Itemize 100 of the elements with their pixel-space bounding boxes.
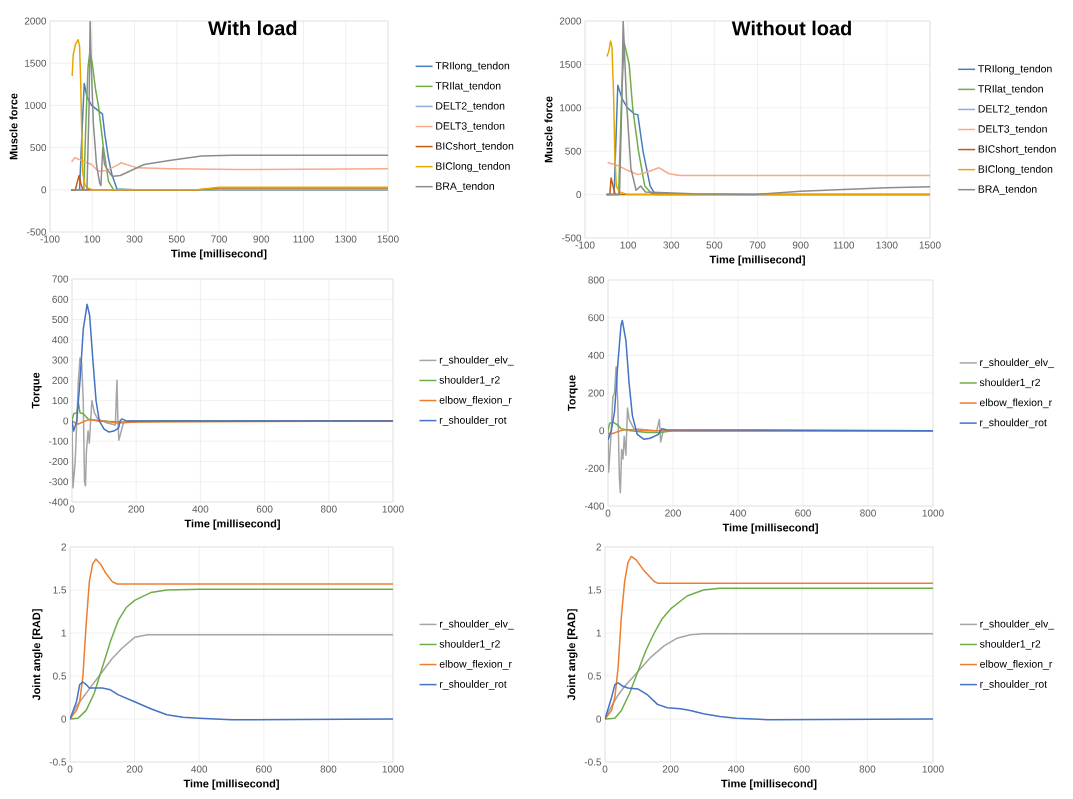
x-tick-label: 600 bbox=[256, 505, 273, 513]
y-tick-label: 1500 bbox=[25, 59, 47, 67]
legend-label: r_shoulder_elv_ bbox=[439, 619, 514, 630]
x-axis-title: Time [millisecond] bbox=[183, 779, 279, 790]
y-tick-label: 400 bbox=[588, 351, 605, 359]
y-tick-label: 1.5 bbox=[53, 586, 67, 594]
x-tick-label: 500 bbox=[168, 235, 185, 243]
x-tick-label: 400 bbox=[191, 765, 208, 773]
legend-label: TRIlong_tendon bbox=[435, 61, 510, 72]
x-tick-label: 400 bbox=[729, 509, 746, 517]
x-tick-label: 900 bbox=[792, 241, 809, 249]
x-tick-label: 1100 bbox=[833, 241, 855, 249]
x-tick-label: 500 bbox=[706, 241, 723, 249]
x-tick-label: 800 bbox=[860, 509, 876, 517]
x-tick-label: 1000 bbox=[382, 505, 404, 513]
y-tick-label: 500 bbox=[52, 316, 69, 324]
y-tick-label: -200 bbox=[584, 464, 605, 472]
y-tick-label: 600 bbox=[588, 314, 605, 322]
chart-title: With load bbox=[208, 20, 297, 36]
y-tick-label: 500 bbox=[565, 147, 582, 155]
legend-label: TRIlat_tendon bbox=[978, 84, 1043, 95]
y-tick-label: 1000 bbox=[25, 101, 47, 109]
legend-label: BICshort_tendon bbox=[978, 145, 1056, 155]
x-tick-label: 100 bbox=[84, 235, 101, 243]
legend-label: BRA_tendon bbox=[978, 185, 1037, 195]
x-tick-label: 400 bbox=[192, 505, 209, 513]
x-tick-label: -100 bbox=[40, 235, 60, 243]
x-axis-title: Time [millisecond] bbox=[721, 779, 817, 790]
x-tick-label: 1000 bbox=[922, 509, 944, 517]
legend-label: r_shoulder_rot bbox=[439, 416, 507, 426]
y-tick-label: -0.5 bbox=[49, 758, 67, 766]
x-tick-label: 1000 bbox=[922, 765, 944, 773]
y-tick-label: -0.5 bbox=[584, 758, 602, 766]
x-axis-title: Time [millisecond] bbox=[709, 255, 805, 266]
x-tick-label: 200 bbox=[662, 765, 679, 773]
y-tick-label: 2000 bbox=[24, 17, 47, 25]
y-tick-label: 0 bbox=[596, 715, 602, 723]
x-tick-label: 0 bbox=[605, 509, 611, 517]
y-tick-label: -100 bbox=[48, 437, 69, 445]
y-tick-label: 1 bbox=[596, 629, 602, 637]
x-tick-label: 300 bbox=[126, 235, 143, 243]
legend-label: r_shoulder_elv_ bbox=[980, 619, 1055, 630]
x-tick-label: 600 bbox=[795, 509, 811, 517]
y-tick-label: 200 bbox=[52, 376, 69, 384]
x-tick-label: 1500 bbox=[377, 235, 399, 243]
legend-label: elbow_flexion_r bbox=[979, 398, 1052, 409]
y-tick-label: -400 bbox=[584, 502, 605, 510]
y-tick-label: 2000 bbox=[559, 17, 582, 25]
y-tick-label: 0 bbox=[63, 417, 69, 425]
x-tick-label: 400 bbox=[728, 765, 745, 773]
x-tick-label: 700 bbox=[211, 235, 227, 243]
x-tick-label: 1300 bbox=[335, 235, 357, 243]
x-tick-label: 700 bbox=[749, 241, 766, 249]
y-tick-label: 700 bbox=[52, 275, 69, 283]
y-tick-label: 800 bbox=[588, 276, 605, 284]
x-tick-label: 1100 bbox=[293, 235, 314, 243]
legend-label: BICshort_tendon bbox=[436, 142, 514, 152]
y-tick-label: 600 bbox=[52, 295, 69, 303]
legend-label: shoulder1_r2 bbox=[979, 639, 1041, 650]
y-tick-label: 0.5 bbox=[588, 672, 602, 680]
legend-label: elbow_flexion_r bbox=[439, 396, 512, 406]
legend-label: TRIlong_tendon bbox=[978, 64, 1052, 75]
y-tick-label: 2 bbox=[61, 543, 66, 551]
legend-label: shoulder1_r2 bbox=[439, 639, 500, 650]
y-axis-title: Joint angle [RAD] bbox=[567, 609, 578, 701]
y-tick-label: 300 bbox=[52, 356, 69, 364]
legend-label: r_shoulder_rot bbox=[439, 680, 507, 690]
y-tick-label: -200 bbox=[48, 457, 69, 465]
x-tick-label: 1500 bbox=[919, 241, 941, 249]
legend-label: BRA_tendon bbox=[436, 182, 494, 192]
x-tick-label: 800 bbox=[320, 505, 337, 513]
y-tick-label: -400 bbox=[48, 498, 69, 506]
y-axis-title: Muscle force bbox=[9, 93, 18, 160]
x-tick-label: 900 bbox=[253, 235, 270, 243]
y-axis-title: Torque bbox=[31, 372, 42, 409]
legend-label: shoulder1_r2 bbox=[979, 378, 1040, 389]
x-tick-label: 300 bbox=[663, 241, 680, 249]
legend-label: elbow_flexion_r bbox=[439, 660, 512, 670]
y-tick-label: -500 bbox=[561, 234, 582, 242]
legend-label: TRIlat_tendon bbox=[435, 81, 501, 92]
x-axis-title: Time [millisecond] bbox=[184, 519, 280, 530]
y-tick-label: 1 bbox=[61, 629, 66, 637]
legend-label: r_shoulder_rot bbox=[980, 680, 1048, 690]
legend-label: DELT3_tendon bbox=[978, 124, 1047, 135]
y-tick-label: 400 bbox=[52, 336, 69, 344]
x-tick-label: -100 bbox=[575, 241, 595, 249]
x-tick-label: 100 bbox=[620, 241, 637, 249]
legend-label: BIClong_tendon bbox=[978, 165, 1053, 175]
y-tick-label: 0 bbox=[576, 191, 582, 199]
legend-label: r_shoulder_rot bbox=[980, 418, 1047, 429]
chart-title: Without load bbox=[731, 20, 851, 36]
y-axis-title: Torque bbox=[567, 375, 578, 412]
y-axis-title: Joint angle [RAD] bbox=[32, 609, 43, 701]
legend-label: DELT3_tendon bbox=[436, 121, 505, 132]
y-tick-label: 0.5 bbox=[53, 672, 67, 680]
legend-label: r_shoulder_elv_ bbox=[439, 355, 514, 366]
x-tick-label: 800 bbox=[320, 765, 337, 773]
y-tick-label: -300 bbox=[48, 478, 69, 486]
legend-label: DELT2_tendon bbox=[436, 101, 505, 112]
y-tick-label: 0 bbox=[599, 427, 605, 435]
